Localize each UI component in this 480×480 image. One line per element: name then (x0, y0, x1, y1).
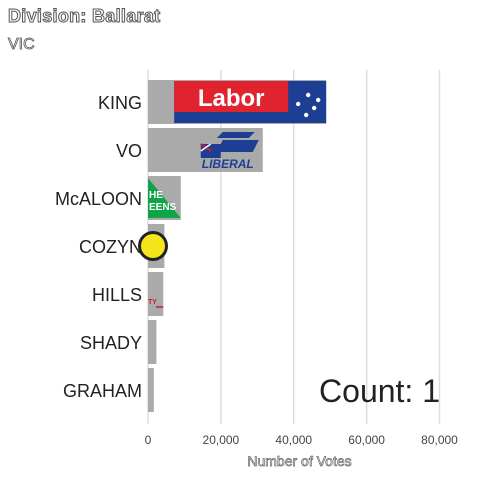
party-logo (138, 231, 168, 261)
x-tick-label: 20,000 (203, 433, 240, 447)
greens-triangle-icon (148, 178, 181, 218)
category-label: GRAHAM (63, 381, 142, 401)
star-icon (315, 97, 321, 103)
page-title: Division: Ballarat (7, 6, 161, 27)
flag-icon (200, 143, 212, 152)
count-annotation: Count: 1 (319, 373, 440, 409)
category-label: McALOON (55, 189, 142, 209)
x-axis-title: Number of Votes (247, 453, 351, 469)
star-icon (305, 92, 311, 98)
party-logo: Labor (174, 81, 327, 123)
bar (148, 368, 154, 412)
category-label: VO (116, 141, 142, 161)
logo-text: TY (148, 299, 157, 306)
logo-text: HE (149, 190, 163, 201)
yellow-circle-icon (141, 234, 165, 258)
x-tick-label: 80,000 (421, 433, 458, 447)
page-subtitle: VIC (8, 36, 35, 54)
bar (148, 320, 157, 364)
star-icon (295, 101, 301, 107)
x-tick-label: 0 (145, 433, 152, 447)
logo-text: LIBERAL (202, 157, 254, 171)
logo-text: EENS (149, 202, 177, 213)
category-label: KING (98, 93, 142, 113)
logo-text: Labor (198, 85, 265, 112)
star-icon (311, 105, 317, 111)
x-tick-label: 40,000 (275, 433, 312, 447)
x-tick-label: 60,000 (348, 433, 385, 447)
star-icon (303, 112, 309, 118)
category-label: SHADY (80, 333, 142, 353)
logo-swoosh (216, 132, 255, 138)
bar (148, 272, 164, 316)
logo-swoosh (216, 140, 259, 152)
category-label: COZYN (79, 237, 142, 257)
logo-panel (174, 81, 289, 112)
party-logo: TY (148, 299, 164, 308)
party-logo: LIBERAL (200, 132, 259, 171)
category-label: HILLS (92, 285, 142, 305)
